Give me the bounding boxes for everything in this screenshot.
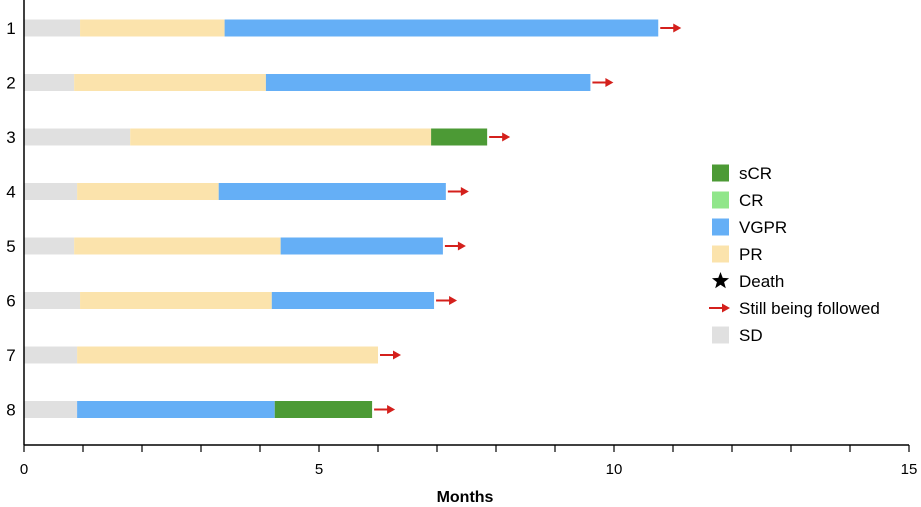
- x-tick-label: 0: [20, 461, 28, 478]
- bar-segment-sd: [24, 237, 75, 255]
- legend-item-scr: sCR: [712, 164, 772, 183]
- still-followed-arrow: [380, 350, 401, 360]
- legend-item-sd: SD: [712, 326, 763, 345]
- legend-label: SD: [739, 326, 763, 345]
- x-tick-label: 15: [901, 461, 918, 478]
- bar-segment-sd: [24, 19, 81, 37]
- x-tick-label: 10: [606, 461, 623, 478]
- bar-segment-scr: [431, 128, 488, 146]
- still-followed-arrow-head: [673, 23, 682, 33]
- bar-segment-sd: [24, 183, 78, 200]
- arrow-icon: [709, 303, 730, 313]
- legend-item-cr: CR: [712, 191, 764, 210]
- still-followed-arrow: [489, 132, 511, 142]
- patient-row-2: 2: [6, 74, 614, 93]
- bar-segment-sd: [24, 346, 78, 364]
- bar-segment-vgpr: [77, 401, 275, 418]
- legend-swatch: [712, 245, 729, 263]
- still-followed-arrow-head: [605, 78, 614, 87]
- bar-segment-pr: [130, 128, 432, 146]
- bar-segment-pr: [80, 19, 225, 37]
- legend-swatch: [712, 164, 729, 182]
- still-followed-arrow-head: [449, 296, 458, 305]
- bar-segment-sd: [24, 401, 78, 418]
- legend-item-death: Death: [711, 272, 784, 291]
- bar-segment-sd: [24, 74, 75, 91]
- x-axis: [23, 0, 909, 446]
- patient-row-3: 3: [6, 128, 511, 147]
- legend: sCR CR VGPR PR Death Still being followed SD: [709, 164, 880, 345]
- legend-swatch: [712, 326, 729, 344]
- row-label-3: 3: [6, 128, 15, 147]
- row-label-5: 5: [6, 237, 15, 256]
- row-label-7: 7: [6, 346, 15, 365]
- legend-label: Still being followed: [739, 299, 880, 318]
- x-axis-title: Months: [437, 489, 494, 506]
- row-label-8: 8: [6, 401, 15, 420]
- bar-segment-vgpr: [224, 19, 659, 37]
- bar-segment-sd: [24, 128, 131, 146]
- legend-label: Death: [739, 272, 784, 291]
- row-label-6: 6: [6, 292, 15, 311]
- patient-row-8: 8: [6, 401, 396, 420]
- legend-item-pr: PR: [712, 245, 763, 264]
- still-followed-arrow: [444, 241, 466, 251]
- bar-segment-sd: [24, 292, 81, 309]
- legend-item-still-being-followed: Still being followed: [709, 299, 880, 318]
- patient-row-5: 5: [6, 237, 466, 256]
- still-followed-arrow-head: [460, 187, 469, 196]
- legend-swatch: [712, 218, 729, 236]
- bar-segment-vgpr: [265, 74, 591, 91]
- bar-segment-pr: [77, 183, 219, 200]
- x-ticks: 0 5 10 15: [20, 445, 918, 478]
- legend-label: VGPR: [739, 218, 787, 237]
- still-followed-arrow: [660, 23, 682, 33]
- row-label-1: 1: [6, 19, 15, 38]
- still-followed-arrow: [436, 296, 458, 305]
- bar-segment-vgpr: [280, 237, 443, 255]
- row-label-4: 4: [6, 183, 15, 202]
- still-followed-arrow-head: [457, 241, 466, 251]
- legend-label: sCR: [739, 164, 772, 183]
- arrow-icon-head: [722, 303, 730, 313]
- still-followed-arrow: [374, 405, 396, 414]
- bar-segment-pr: [74, 74, 266, 91]
- bar-segment-pr: [80, 292, 272, 309]
- still-followed-arrow: [447, 187, 469, 196]
- still-followed-arrow-head: [387, 405, 396, 414]
- bars-layer: 1 2 3 4 5 6 7 8: [6, 19, 682, 420]
- patient-row-4: 4: [6, 183, 469, 202]
- legend-item-vgpr: VGPR: [712, 218, 787, 237]
- bar-segment-scr: [274, 401, 373, 418]
- bar-segment-pr: [77, 346, 378, 364]
- legend-swatch: [712, 191, 729, 209]
- still-followed-arrow-head: [502, 132, 511, 142]
- bar-segment-vgpr: [271, 292, 435, 309]
- patient-row-1: 1: [6, 19, 682, 38]
- bar-segment-vgpr: [218, 183, 446, 200]
- patient-row-7: 7: [6, 346, 401, 365]
- legend-label: CR: [739, 191, 764, 210]
- bar-segment-pr: [74, 237, 281, 255]
- row-label-2: 2: [6, 74, 15, 93]
- patient-row-6: 6: [6, 292, 458, 311]
- star-icon: [711, 272, 730, 289]
- x-tick-label: 5: [315, 461, 323, 478]
- still-followed-arrow: [592, 78, 614, 87]
- legend-label: PR: [739, 245, 763, 264]
- still-followed-arrow-head: [393, 350, 401, 360]
